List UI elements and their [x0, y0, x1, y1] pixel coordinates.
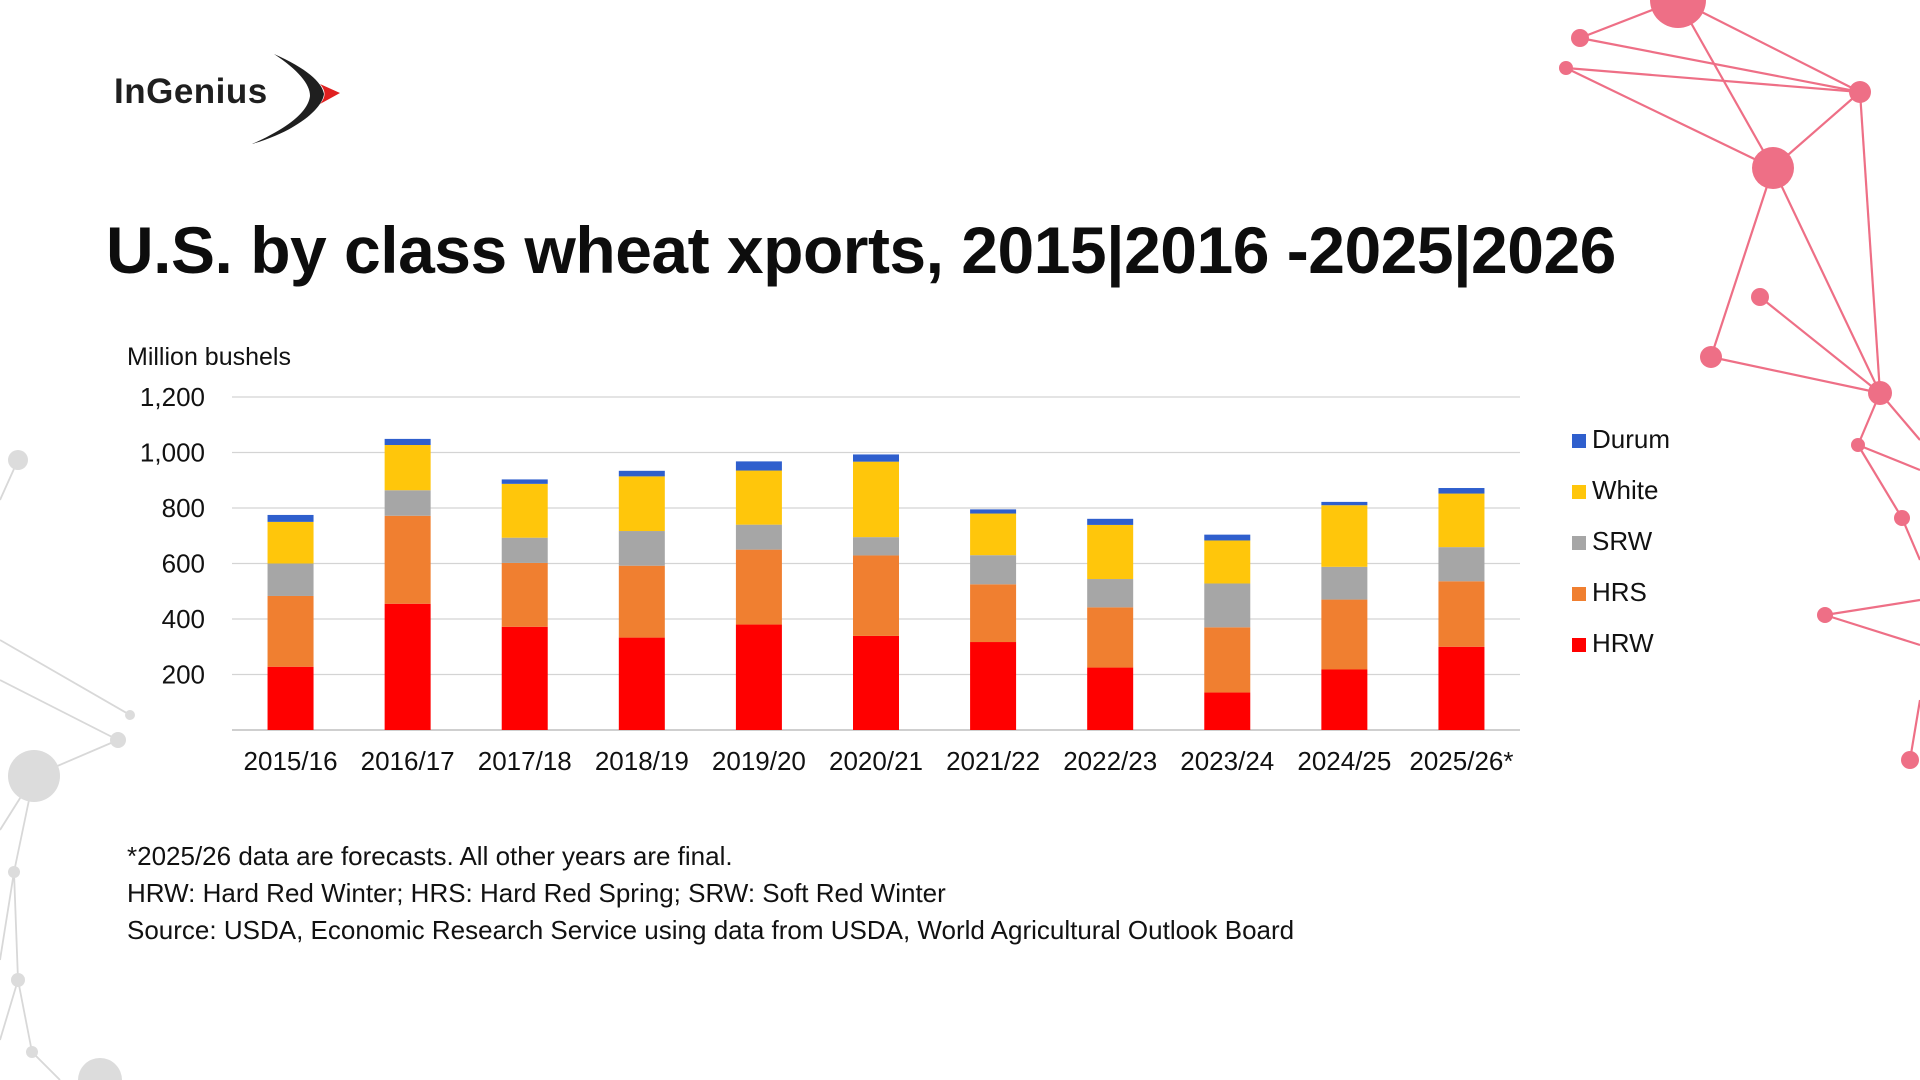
bar-segment-hrw	[735, 624, 782, 730]
bar-segment-hrs	[1438, 581, 1485, 647]
bar-segment-durum	[1438, 488, 1485, 494]
bar-segment-hrs	[501, 562, 548, 627]
bar-segment-durum	[1204, 534, 1251, 541]
bar-segment-hrw	[384, 603, 431, 730]
brand-chevron-icon	[252, 54, 340, 144]
bar-segment-hrw	[970, 642, 1017, 730]
bar-segment-durum	[384, 438, 431, 446]
legend-label-white: White	[1592, 475, 1658, 505]
bar-segment-hrs	[735, 549, 782, 625]
legend-swatch-white	[1572, 485, 1586, 499]
bar-segment-durum	[735, 461, 782, 471]
y-axis-label: Million bushels	[127, 343, 291, 371]
bar-segment-white	[1204, 540, 1251, 584]
bar-segment-white	[1438, 493, 1485, 548]
bar-segment-srw	[970, 555, 1017, 585]
page-title: U.S. by class wheat xports, 2015|2016 -2…	[106, 213, 1616, 287]
legend-swatch-hrs	[1572, 587, 1586, 601]
bar-segment-srw	[501, 537, 548, 563]
bar-segment-durum	[970, 509, 1017, 514]
bar-segment-white	[384, 445, 431, 491]
brand-name: InGenius	[114, 72, 268, 111]
bar-segment-white	[618, 476, 665, 532]
bar-segment-durum	[853, 454, 899, 462]
bar-segment-durum	[267, 514, 314, 522]
legend-label-hrw: HRW	[1592, 628, 1654, 658]
bar-segment-hrs	[970, 584, 1017, 643]
bar-segment-durum	[1087, 518, 1134, 525]
y-tick-label: 1,200	[140, 382, 205, 412]
brand-logo: InGenius	[114, 52, 354, 148]
bar-segment-hrs	[1204, 627, 1251, 693]
bar-segment-white	[735, 470, 782, 525]
bar-segment-durum	[501, 479, 548, 484]
bar-segment-hrs	[1321, 599, 1368, 670]
legend-label-durum: Durum	[1592, 424, 1670, 454]
y-tick-label: 1,000	[140, 438, 205, 468]
bar-segment-durum	[618, 470, 665, 477]
x-tick-label: 2021/22	[946, 746, 1040, 776]
x-tick-label: 2015/16	[244, 746, 338, 776]
forecast-note: *2025/26 data are forecasts. All other y…	[127, 841, 733, 871]
bar-segment-srw	[1204, 583, 1251, 628]
bar-segment-hrs	[267, 595, 314, 667]
legend-swatch-hrw	[1572, 638, 1586, 652]
bar-segment-hrw	[1204, 692, 1251, 730]
bar-segment-srw	[618, 531, 665, 566]
x-tick-label: 2020/21	[829, 746, 923, 776]
bar-segment-srw	[1087, 579, 1134, 608]
legend-swatch-srw	[1572, 536, 1586, 550]
source-note: Source: USDA, Economic Research Service …	[127, 915, 1295, 945]
bar-segment-srw	[735, 524, 782, 550]
y-tick-label: 400	[162, 604, 205, 634]
bar-segment-srw	[1438, 547, 1485, 582]
stacked-bar-chart: Million bushels 200 400 600 800 1,000 1,200 2…	[127, 343, 1670, 776]
x-tick-label: 2022/23	[1063, 746, 1157, 776]
x-tick-label: 2023/24	[1180, 746, 1274, 776]
bar-segment-white	[501, 483, 548, 538]
legend-label-hrs: HRS	[1592, 577, 1647, 607]
bar-segment-hrs	[1087, 607, 1134, 668]
bar-segment-srw	[853, 537, 899, 556]
bar-segment-hrs	[853, 555, 899, 636]
bar-segment-hrs	[618, 565, 665, 638]
bar-segment-hrw	[267, 666, 314, 730]
chart-notes: *2025/26 data are forecasts. All other y…	[127, 838, 1294, 949]
bar-segment-srw	[384, 490, 431, 516]
bar-segment-white	[267, 521, 314, 564]
bar-segment-durum	[1321, 501, 1368, 506]
bar-segment-white	[970, 513, 1017, 556]
x-tick-label: 2018/19	[595, 746, 689, 776]
bar-segment-hrs	[384, 515, 431, 604]
class-abbreviations-note: HRW: Hard Red Winter; HRS: Hard Red Spri…	[127, 878, 946, 908]
bar-segment-srw	[1321, 566, 1368, 600]
legend-swatch-durum	[1572, 434, 1586, 448]
y-tick-label: 600	[162, 549, 205, 579]
x-tick-label: 2019/20	[712, 746, 806, 776]
bar-segment-hrw	[501, 626, 548, 730]
bar-segment-srw	[267, 563, 314, 596]
y-tick-label: 800	[162, 493, 205, 523]
x-tick-label: 2025/26*	[1409, 746, 1513, 776]
x-tick-label: 2017/18	[478, 746, 572, 776]
x-tick-label: 2024/25	[1297, 746, 1391, 776]
bar-segment-hrw	[1321, 669, 1368, 730]
bar-segment-hrw	[853, 635, 899, 730]
y-tick-label: 200	[162, 660, 205, 690]
legend-label-srw: SRW	[1592, 526, 1653, 556]
bar-segment-hrw	[1087, 667, 1134, 730]
x-tick-label: 2016/17	[361, 746, 455, 776]
bar-segment-hrw	[1438, 646, 1485, 730]
bar-segment-white	[1087, 524, 1134, 580]
bar-segment-hrw	[618, 637, 665, 730]
bar-segment-white	[853, 461, 899, 538]
bar-segment-white	[1321, 505, 1368, 567]
